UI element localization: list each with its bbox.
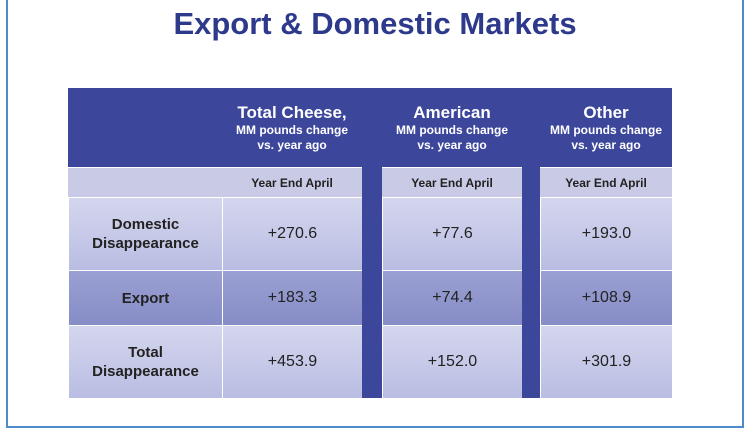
table-cell: +74.4 <box>382 270 522 325</box>
row-label: Domestic Disappearance <box>68 197 222 270</box>
slide-frame <box>6 0 744 428</box>
column-period: Year End April <box>540 167 672 197</box>
column-name: Total Cheese, <box>237 102 347 122</box>
column-unit: MM pounds change vs. year ago <box>236 122 348 152</box>
table-cell: +152.0 <box>382 325 522 398</box>
table-cell: +193.0 <box>540 197 672 270</box>
table-cell: +301.9 <box>540 325 672 398</box>
column-gap <box>362 88 382 398</box>
column-period: Year End April <box>382 167 522 197</box>
table-cell: +453.9 <box>222 325 362 398</box>
table-cell: +183.3 <box>222 270 362 325</box>
column-unit: MM pounds change vs. year ago <box>550 122 662 152</box>
column-name: American <box>413 102 491 122</box>
row-label: Total Disappearance <box>68 325 222 398</box>
table-cell: +270.6 <box>222 197 362 270</box>
column-gap <box>522 88 540 398</box>
table-cell: +108.9 <box>540 270 672 325</box>
column-period: Year End April <box>222 167 362 197</box>
header-corner <box>68 88 222 167</box>
slide-title: Export & Domestic Markets <box>173 6 577 41</box>
column-name: Other <box>583 102 629 122</box>
column-header: American MM pounds change vs. year ago <box>382 88 522 167</box>
table-cell: +77.6 <box>382 197 522 270</box>
column-unit: MM pounds change vs. year ago <box>396 122 508 152</box>
subheader-corner <box>68 167 222 197</box>
column-header: Other MM pounds change vs. year ago <box>540 88 672 167</box>
row-label: Export <box>68 270 222 325</box>
column-header: Total Cheese, MM pounds change vs. year a… <box>222 88 362 167</box>
